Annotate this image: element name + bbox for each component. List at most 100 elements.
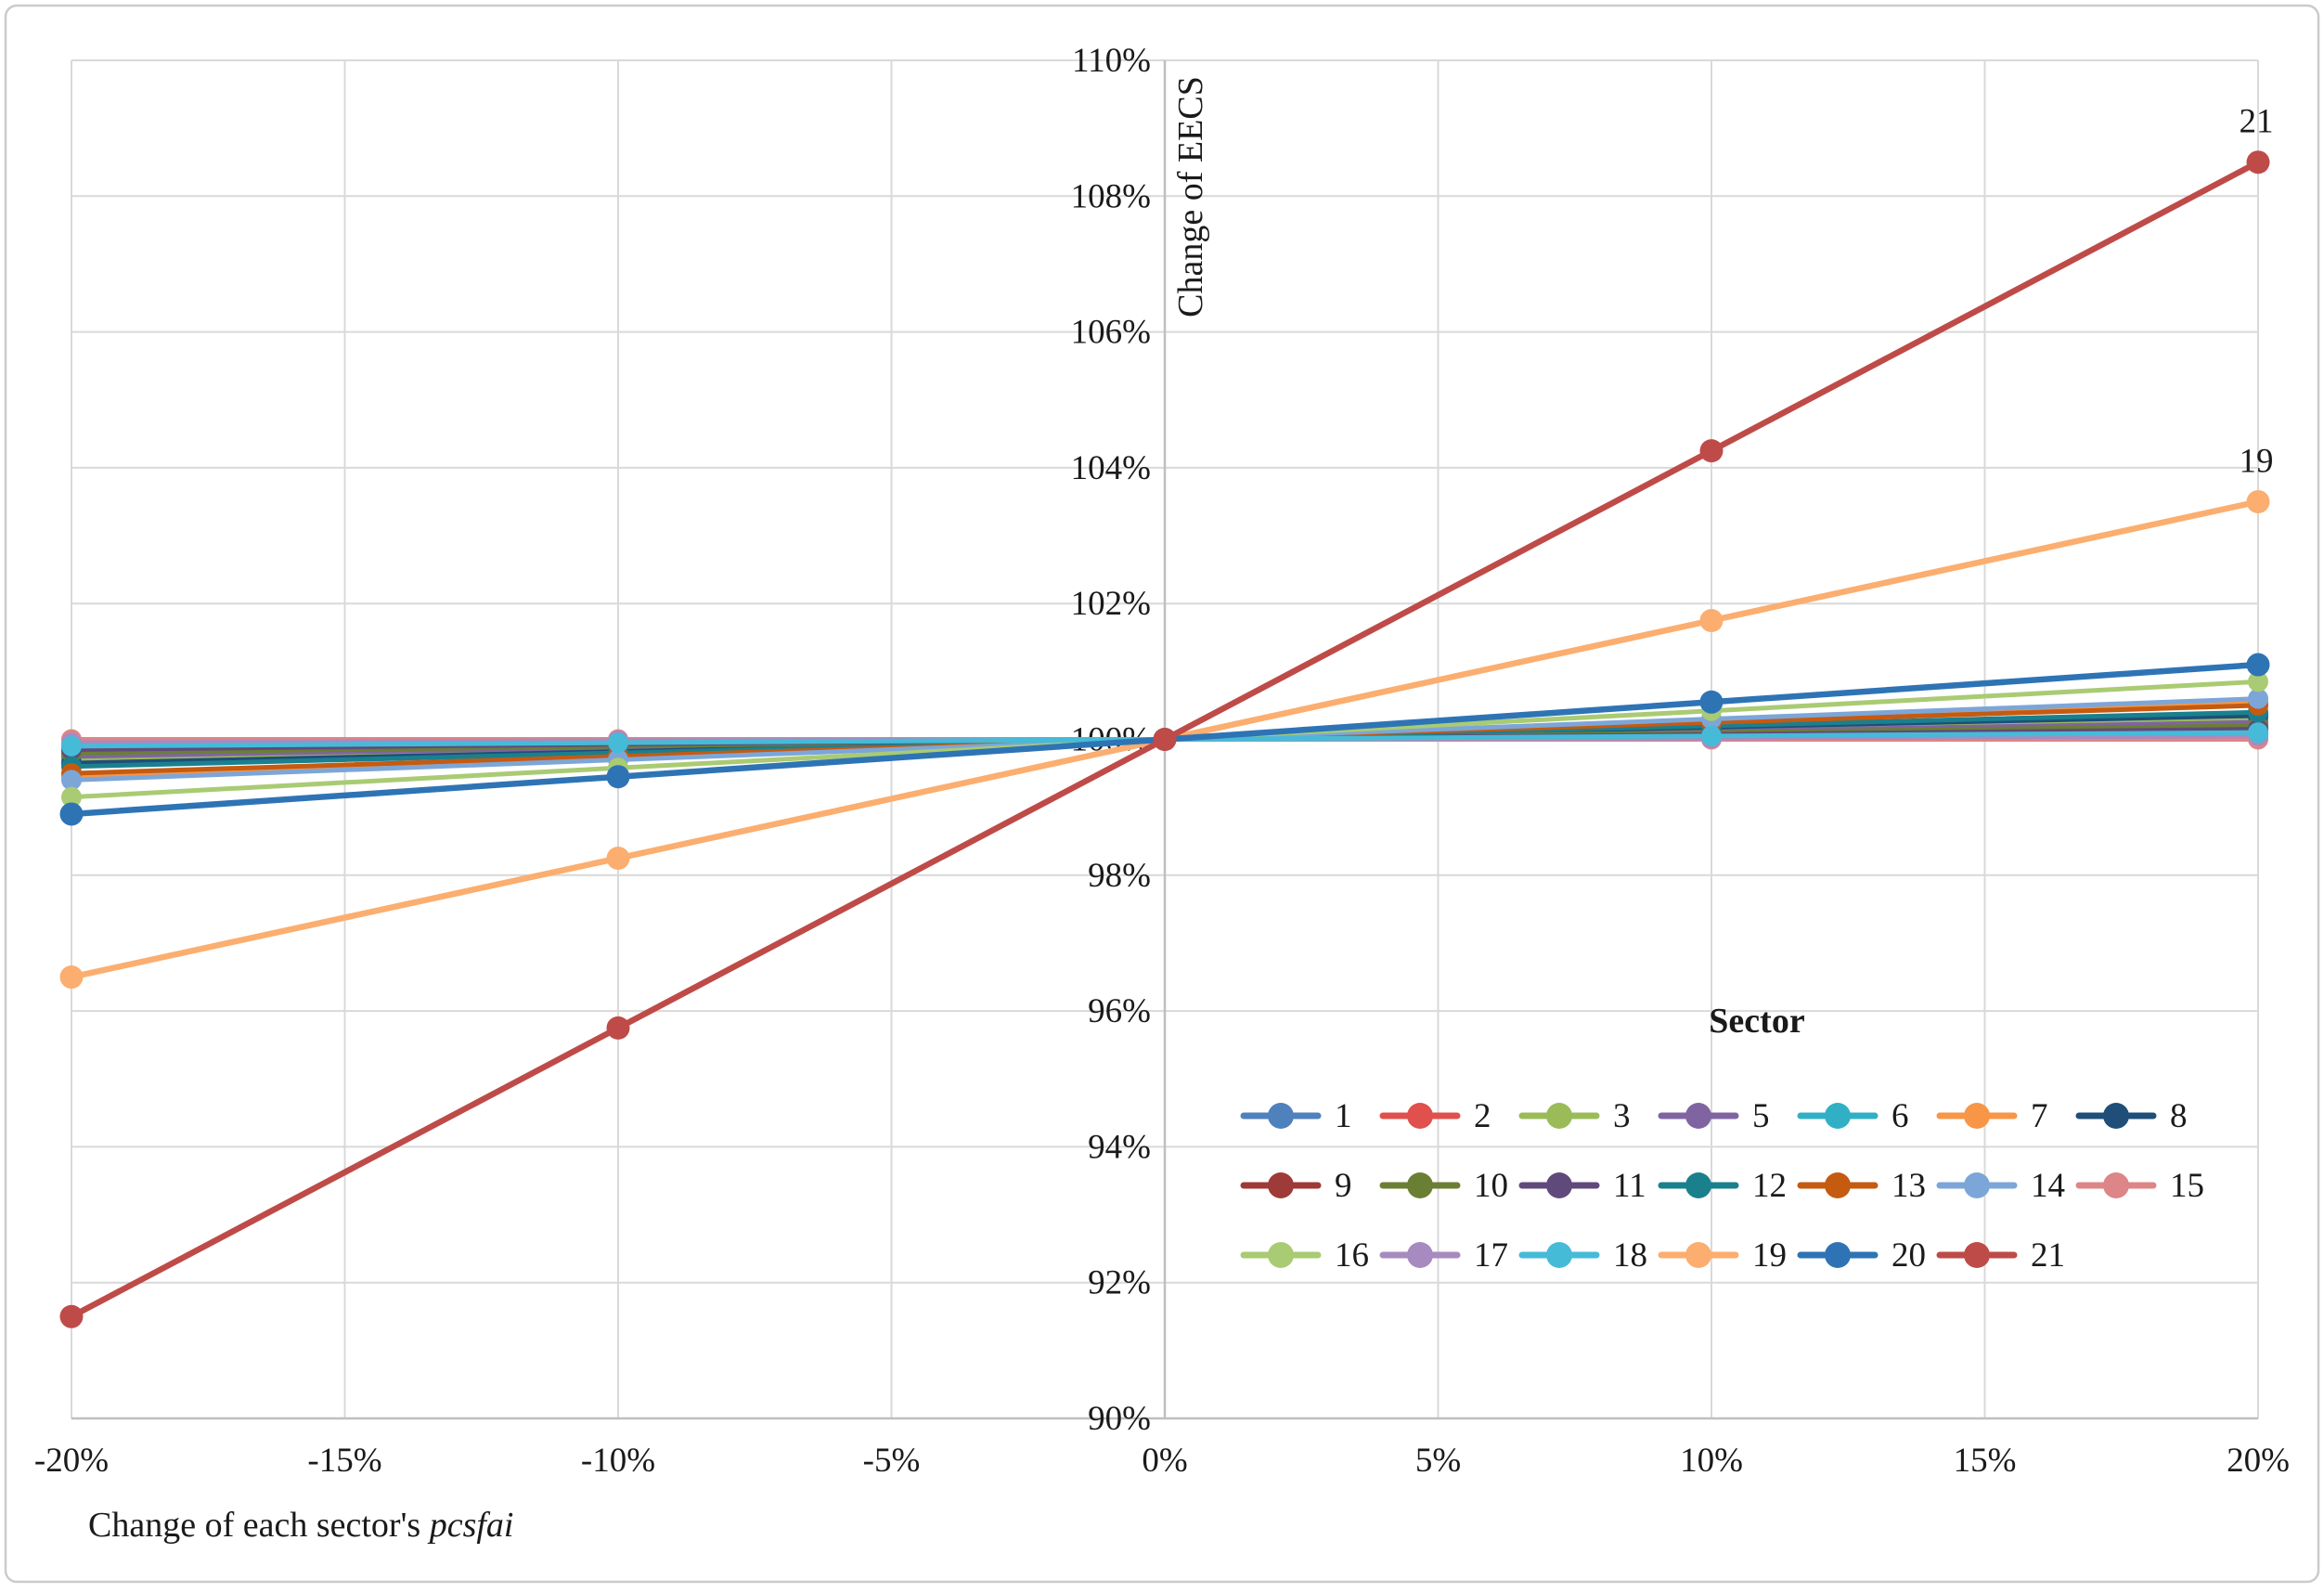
series-marker-19 [2246, 489, 2270, 513]
legend-title: Sector [1709, 1002, 1805, 1041]
x-tick-label: 5% [1415, 1442, 1461, 1480]
legend-label: 18 [1613, 1236, 1647, 1275]
series-marker-19 [606, 847, 630, 871]
y-tick-label: 90% [1088, 1400, 1151, 1438]
legend-label: 5 [1752, 1097, 1770, 1135]
series-marker-14 [2248, 688, 2268, 709]
legend-marker-swatch [2103, 1172, 2129, 1198]
legend-marker-swatch [2103, 1103, 2129, 1129]
tick-layer: -20% -15% -10% -5% 0% 5% 10% 15% 20% 90% 92% 94% 96%… [34, 42, 2290, 1480]
legend-label: 1 [1335, 1097, 1352, 1135]
legend-item-2: 2 [1379, 1097, 1491, 1135]
legend-marker-swatch [1407, 1242, 1433, 1268]
legend-marker-swatch [1546, 1103, 1572, 1129]
series-marker-20 [2246, 653, 2270, 677]
legend-label: 15 [2170, 1167, 2204, 1205]
y-tick-label: 98% [1088, 857, 1151, 895]
series-marker-16 [61, 786, 82, 808]
legend-marker-swatch [1825, 1172, 1851, 1198]
legend-label: 3 [1613, 1097, 1631, 1135]
legend-item-7: 7 [1936, 1097, 2048, 1135]
legend-item-13: 13 [1797, 1167, 1926, 1205]
legend-item-16: 16 [1240, 1236, 1369, 1275]
legend-label: 11 [1613, 1167, 1646, 1205]
legend-item-14: 14 [1936, 1167, 2065, 1205]
annotation-layer: 21 19 [2240, 103, 2274, 481]
legend-label: 14 [2031, 1167, 2065, 1205]
y-tick-label: 108% [1071, 177, 1151, 215]
x-axis-title-italic: pcsfai [427, 1506, 514, 1545]
legend-label: 19 [1752, 1236, 1787, 1275]
series-label-21: 21 [2240, 103, 2274, 141]
x-tick-label: -10% [581, 1442, 655, 1480]
series-marker-16 [2248, 671, 2268, 692]
x-tick-label: -15% [307, 1442, 381, 1480]
series-marker-18 [2248, 722, 2268, 744]
legend-item-17: 17 [1379, 1236, 1508, 1275]
legend-label: 10 [1474, 1167, 1508, 1205]
legend-marker-swatch [1825, 1242, 1851, 1268]
x-tick-label: 15% [1954, 1442, 2017, 1480]
legend-marker-swatch [1268, 1103, 1294, 1129]
series-marker-21 [2246, 150, 2270, 175]
series-marker-18 [61, 735, 82, 757]
legend-label: 16 [1335, 1236, 1369, 1275]
legend-item-1: 1 [1240, 1097, 1352, 1135]
series-marker-19 [1699, 608, 1724, 632]
legend-marker-swatch [1964, 1103, 1990, 1129]
y-tick-label: 96% [1088, 992, 1151, 1030]
y-tick-label: 94% [1088, 1128, 1151, 1166]
legend-label: 8 [2170, 1097, 2188, 1135]
series-marker-14 [61, 770, 82, 791]
legend-label: 12 [1752, 1167, 1787, 1205]
legend-label: 2 [1474, 1097, 1491, 1135]
x-tick-label: 20% [2227, 1442, 2290, 1480]
x-axis-title: Change of each sector's pcsfai [88, 1506, 513, 1545]
legend-marker-swatch [1685, 1242, 1711, 1268]
x-tick-label: 0% [1142, 1442, 1187, 1480]
legend-label: 6 [1891, 1097, 1909, 1135]
y-tick-label: 102% [1071, 585, 1151, 623]
legend-item-18: 18 [1518, 1236, 1647, 1275]
series-marker-20 [606, 765, 630, 789]
series-marker-21 [1699, 439, 1724, 463]
legend-item-10: 10 [1379, 1167, 1508, 1205]
series-marker-18 [1701, 725, 1722, 746]
x-tick-label: -20% [34, 1442, 109, 1480]
legend-marker-swatch [1268, 1242, 1294, 1268]
series-marker-21 [59, 1304, 84, 1328]
y-tick-label: 92% [1088, 1264, 1151, 1302]
series-marker-20 [1699, 690, 1724, 714]
legend-item-12: 12 [1658, 1167, 1787, 1205]
y-tick-label: 104% [1071, 449, 1151, 487]
legend-item-15: 15 [2075, 1167, 2204, 1205]
series-marker-20 [59, 802, 84, 826]
legend-item-6: 6 [1797, 1097, 1909, 1135]
legend-marker-swatch [1546, 1242, 1572, 1268]
figure-border [4, 4, 2320, 1584]
legend-item-21: 21 [1936, 1236, 2065, 1275]
legend-item-5: 5 [1658, 1097, 1770, 1135]
series-layer [59, 150, 2270, 1328]
x-tick-label: 10% [1680, 1442, 1743, 1480]
x-tick-label: -5% [863, 1442, 921, 1480]
legend-item-9: 9 [1240, 1167, 1352, 1205]
legend-item-20: 20 [1797, 1236, 1926, 1275]
series-marker-18 [608, 732, 628, 754]
legend-marker-swatch [1407, 1172, 1433, 1198]
legend-item-3: 3 [1518, 1097, 1631, 1135]
legend-marker-swatch [1825, 1103, 1851, 1129]
legend-label: 7 [2031, 1097, 2048, 1135]
series-marker-19 [59, 965, 84, 990]
series-marker-21 [1153, 728, 1177, 751]
series-label-19: 19 [2240, 442, 2274, 480]
legend-item-8: 8 [2075, 1097, 2188, 1135]
legend-marker-swatch [1964, 1242, 1990, 1268]
legend-label: 21 [2031, 1236, 2065, 1275]
legend-item-19: 19 [1658, 1236, 1787, 1275]
legend-label: 20 [1891, 1236, 1926, 1275]
legend-label: 17 [1474, 1236, 1508, 1275]
